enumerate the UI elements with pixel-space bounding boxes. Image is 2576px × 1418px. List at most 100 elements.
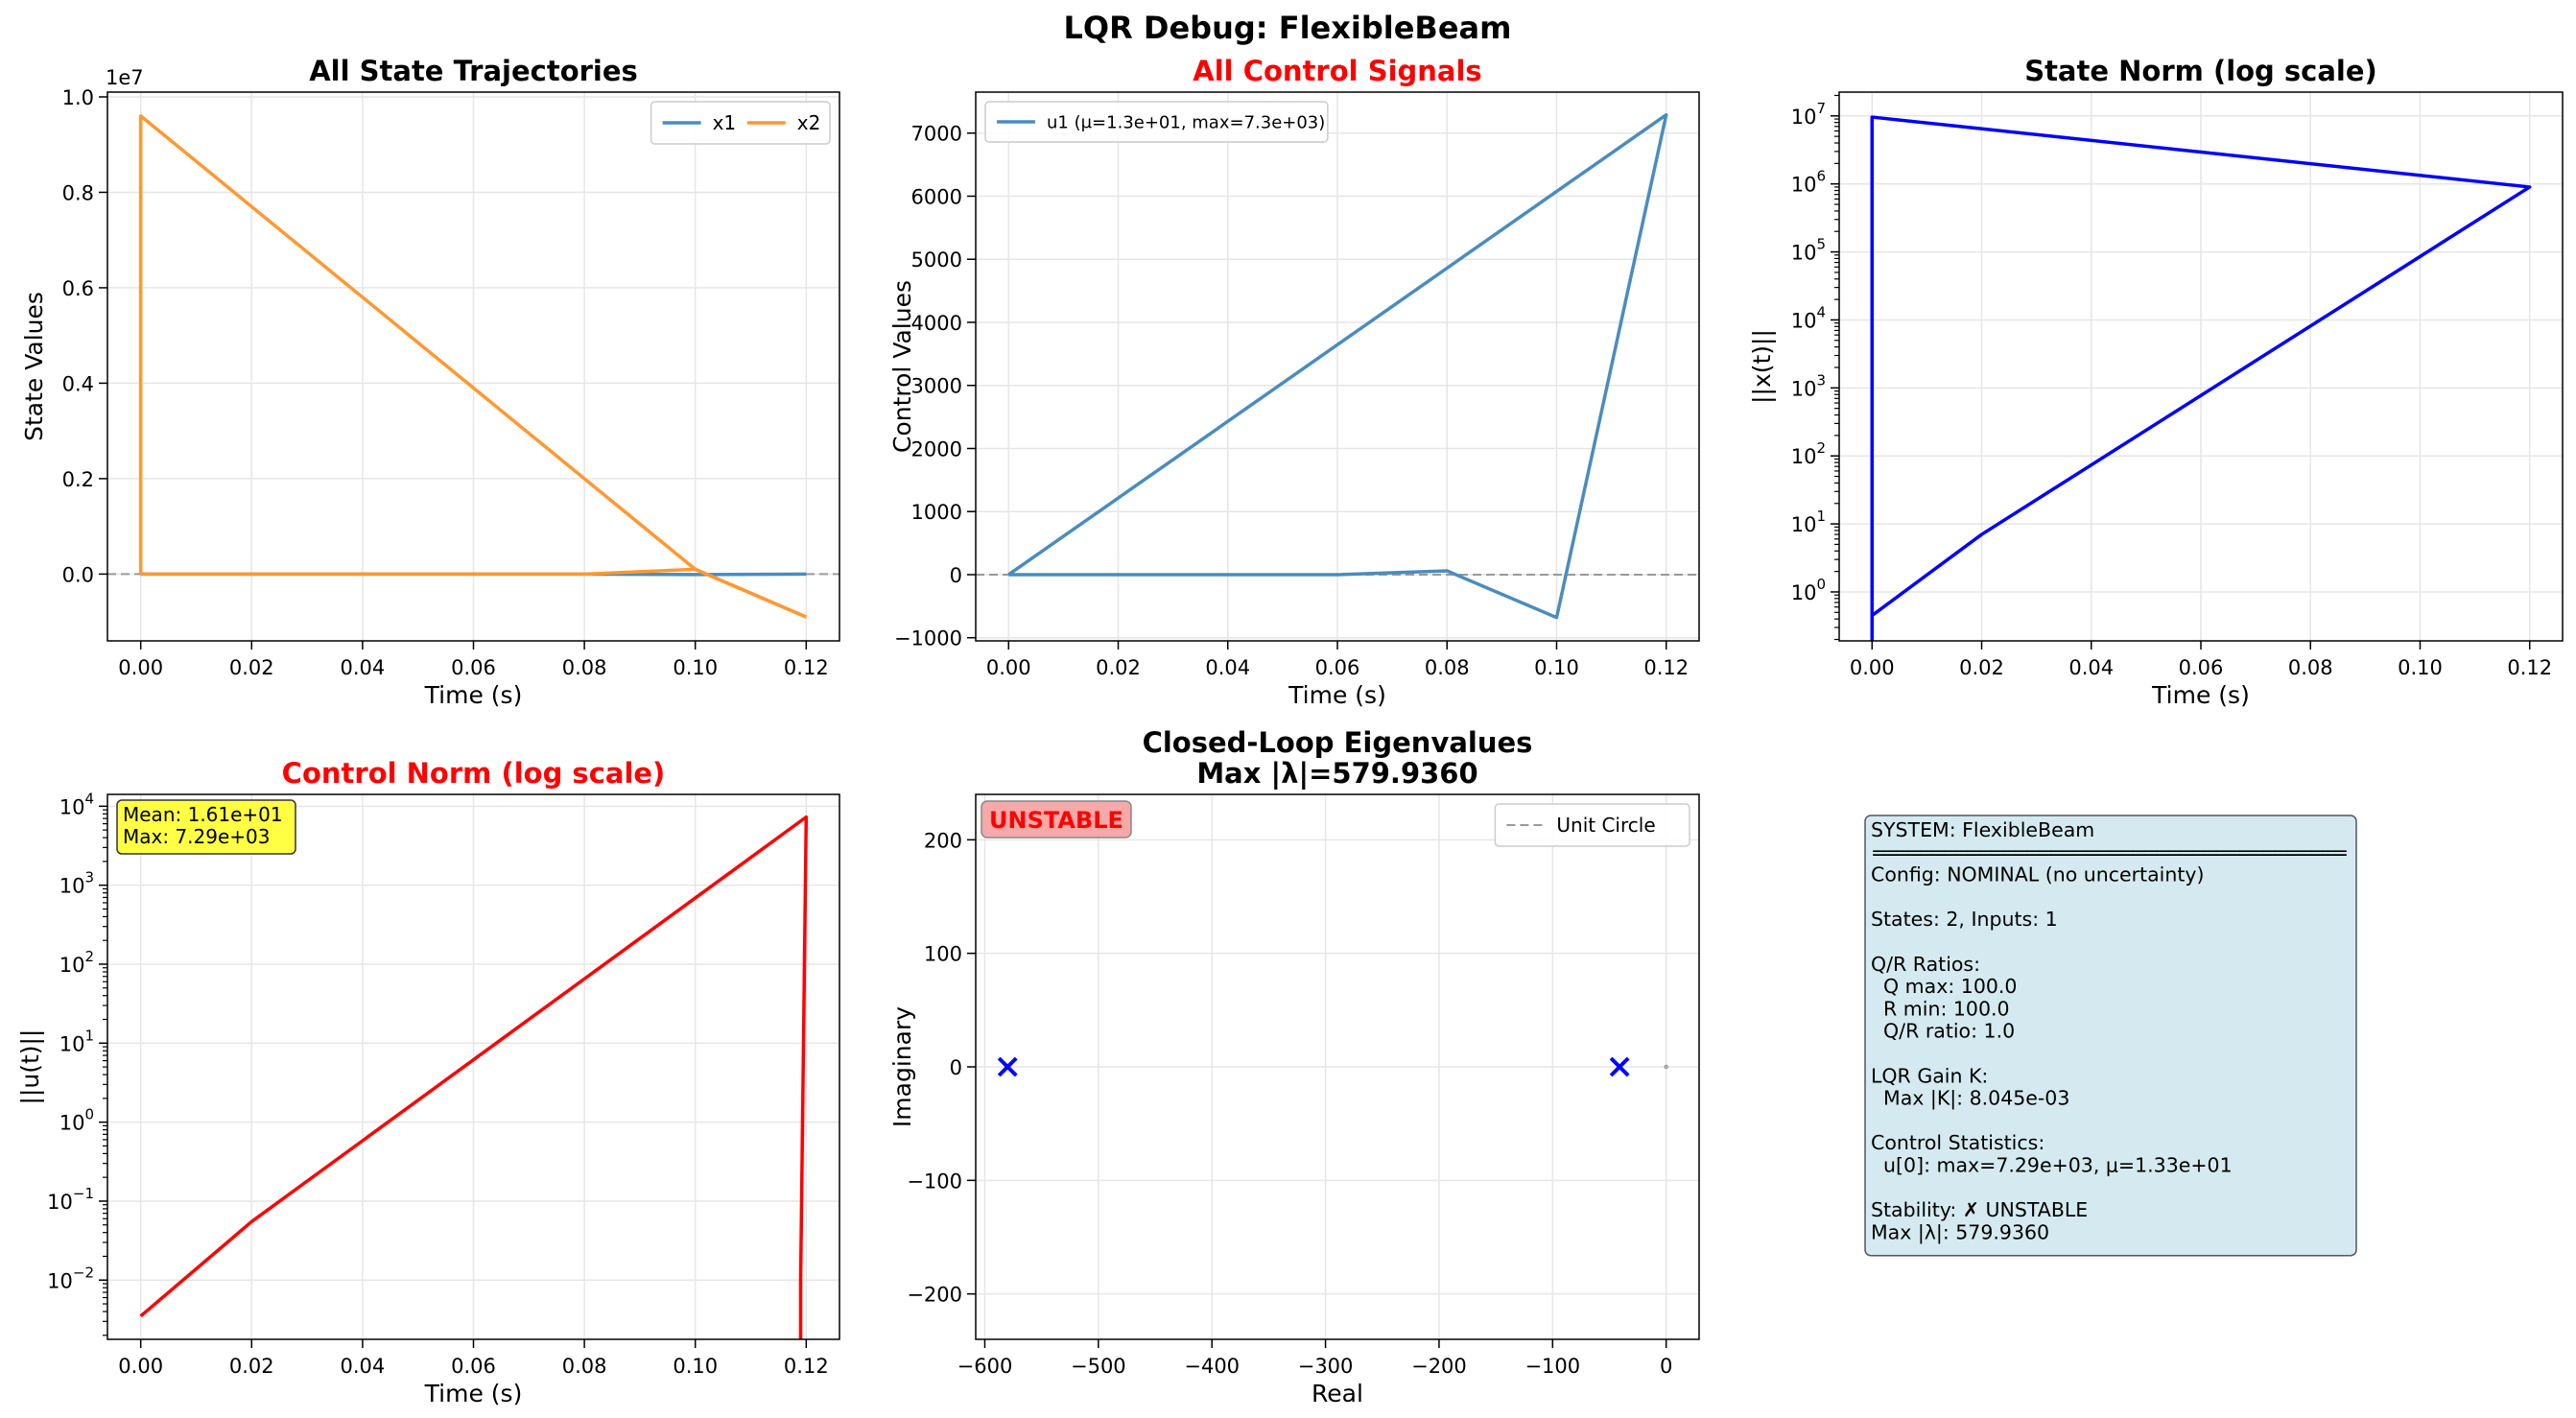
unstable-badge: UNSTABLE bbox=[981, 800, 1132, 839]
chart-subtitle: Max |λ|=579.9360 bbox=[1196, 757, 1477, 790]
legend-label: x2 bbox=[797, 111, 821, 134]
x-tick-label: −200 bbox=[1411, 1355, 1467, 1378]
stats-box-bg bbox=[116, 799, 296, 855]
x-axis-label: Real bbox=[1312, 1380, 1363, 1407]
y-axis-label: ||x(t)|| bbox=[1748, 329, 1776, 404]
series-line-control-norm bbox=[139, 815, 809, 1339]
info-line: Q max: 100.0 bbox=[1871, 975, 2017, 998]
y-tick-label: 10−2 bbox=[47, 1264, 94, 1292]
y-tick-label: 107 bbox=[1791, 100, 1826, 129]
x-tick-label: 0.04 bbox=[1205, 656, 1250, 679]
x-tick-label: 0.00 bbox=[118, 1355, 163, 1378]
figure-title: LQR Debug: FlexibleBeam bbox=[1064, 10, 1512, 46]
x-tick-label: 0.12 bbox=[2507, 656, 2552, 679]
x-tick-label: 0.10 bbox=[2398, 656, 2443, 679]
series-line-x2 bbox=[140, 567, 808, 619]
info-line: Q/R ratio: 1.0 bbox=[1871, 1020, 2015, 1043]
x-axis-label: Time (s) bbox=[424, 681, 523, 709]
eigenvalue-marker-stroke bbox=[1609, 1056, 1630, 1077]
y-tick-label: 0.6 bbox=[62, 277, 94, 300]
unstable-badge-bg bbox=[981, 800, 1132, 839]
y-tick-label: 106 bbox=[1791, 168, 1826, 197]
y-tick-label: −200 bbox=[907, 1284, 962, 1307]
info-line: Max |λ|: 579.9360 bbox=[1871, 1220, 2049, 1244]
y-tick-label: 4000 bbox=[911, 312, 962, 335]
y-tick-label: −1000 bbox=[894, 627, 962, 650]
grid bbox=[1839, 92, 2563, 641]
y-tick-label: 100 bbox=[59, 1106, 94, 1135]
axis-offset-text: 1e7 bbox=[106, 66, 144, 89]
info-line: ======================================== bbox=[1871, 840, 2349, 863]
chart-state_norm: 0.00 0.02 0.04 0.06 0.08 0.10 0.12 100 101 102 103… bbox=[1748, 55, 2564, 709]
plot-frame bbox=[975, 793, 1700, 1340]
x-tick-label: 0.00 bbox=[118, 656, 163, 679]
stats-line: Mean: 1.61e+01 bbox=[123, 803, 283, 826]
x-tick-label: 0.12 bbox=[784, 656, 829, 679]
x-tick-label: 0.08 bbox=[562, 1355, 607, 1378]
x-tick-label: 0.06 bbox=[451, 1355, 496, 1378]
x-tick-label: 0.12 bbox=[784, 1355, 829, 1378]
y-tick-label: 103 bbox=[59, 869, 94, 898]
info-line: u[0]: max=7.29e+03, μ=1.33e+01 bbox=[1871, 1154, 2233, 1177]
y-tick-label: 102 bbox=[1791, 439, 1826, 468]
eigenvalue-marker bbox=[1609, 1056, 1630, 1077]
info-line: States: 2, Inputs: 1 bbox=[1871, 908, 2058, 931]
x-tick-label: 0.10 bbox=[673, 1355, 718, 1378]
y-tick-label: 0.0 bbox=[62, 563, 94, 586]
x-tick-label: 0.10 bbox=[1534, 656, 1579, 679]
y-tick-label: 0 bbox=[950, 1056, 962, 1079]
chart-states: 0.00 0.02 0.04 0.06 0.08 0.10 0.12 0.0 0.2 0.4 0.6… bbox=[20, 55, 840, 709]
y-tick-label: 102 bbox=[59, 948, 94, 977]
legend-label: Unit Circle bbox=[1556, 814, 1655, 837]
info-line: R min: 100.0 bbox=[1871, 997, 2010, 1020]
legend-box bbox=[984, 101, 1329, 143]
series-line-u1 bbox=[1007, 112, 1668, 620]
x-tick-label: 0.08 bbox=[2288, 656, 2333, 679]
info-line: Q/R Ratios: bbox=[1871, 953, 1980, 976]
plot-frame bbox=[106, 91, 840, 642]
x-tick-label: 0.04 bbox=[341, 656, 386, 679]
y-axis-label: State Values bbox=[20, 292, 48, 441]
plot-frame bbox=[106, 793, 840, 1340]
grid bbox=[107, 92, 839, 641]
x-tick-label: −400 bbox=[1184, 1355, 1240, 1378]
x-tick-label: 0.08 bbox=[562, 656, 607, 679]
y-tick-label: 10−1 bbox=[47, 1185, 94, 1214]
x-axis-label: Time (s) bbox=[1288, 681, 1386, 709]
info-line: Max |K|: 8.045e-03 bbox=[1871, 1087, 2069, 1111]
x-axis-label: Time (s) bbox=[424, 1380, 523, 1407]
y-tick-label: 101 bbox=[1791, 508, 1826, 536]
chart-title: All State Trajectories bbox=[309, 55, 638, 87]
y-tick-label: 104 bbox=[1791, 303, 1826, 332]
legend-label: x1 bbox=[713, 111, 737, 134]
y-tick-label: 3000 bbox=[911, 375, 962, 398]
x-tick-label: 0.04 bbox=[2068, 656, 2114, 679]
x-tick-label: 0.10 bbox=[673, 656, 718, 679]
x-tick-label: −500 bbox=[1071, 1355, 1126, 1378]
grid bbox=[976, 92, 1699, 641]
chart-title: State Norm (log scale) bbox=[2024, 55, 2377, 87]
y-axis-label: ||u(t)|| bbox=[16, 1029, 44, 1105]
y-tick-label: 101 bbox=[59, 1027, 94, 1055]
chart-controls: 0.00 0.02 0.04 0.06 0.08 0.10 0.12 −1000 0 1000 20… bbox=[888, 55, 1700, 709]
x-tick-label: 0.02 bbox=[1096, 656, 1141, 679]
x-tick-label: 0.02 bbox=[229, 1355, 274, 1378]
y-tick-label: 2000 bbox=[911, 437, 962, 461]
info-line: Config: NOMINAL (no uncertainty) bbox=[1871, 863, 2205, 886]
series-line-state-norm bbox=[1870, 115, 2532, 641]
y-tick-label: −100 bbox=[907, 1170, 962, 1193]
x-tick-label: 0.02 bbox=[1959, 656, 2004, 679]
x-tick-label: 0.06 bbox=[2179, 656, 2224, 679]
legend: x1 x2 bbox=[650, 101, 831, 145]
x-tick-label: 0 bbox=[1660, 1355, 1672, 1378]
chart-title: Control Norm (log scale) bbox=[282, 757, 666, 790]
y-tick-label: 100 bbox=[924, 943, 962, 966]
y-tick-label: 6000 bbox=[911, 185, 962, 208]
y-tick-label: 1000 bbox=[911, 501, 962, 524]
y-axis-label: Imaginary bbox=[888, 1006, 916, 1127]
info-line: LQR Gain K: bbox=[1871, 1064, 1988, 1087]
eigenvalue-marker-stroke bbox=[997, 1056, 1018, 1077]
y-tick-label: 200 bbox=[924, 829, 962, 852]
y-tick-label: 0.2 bbox=[62, 468, 94, 491]
